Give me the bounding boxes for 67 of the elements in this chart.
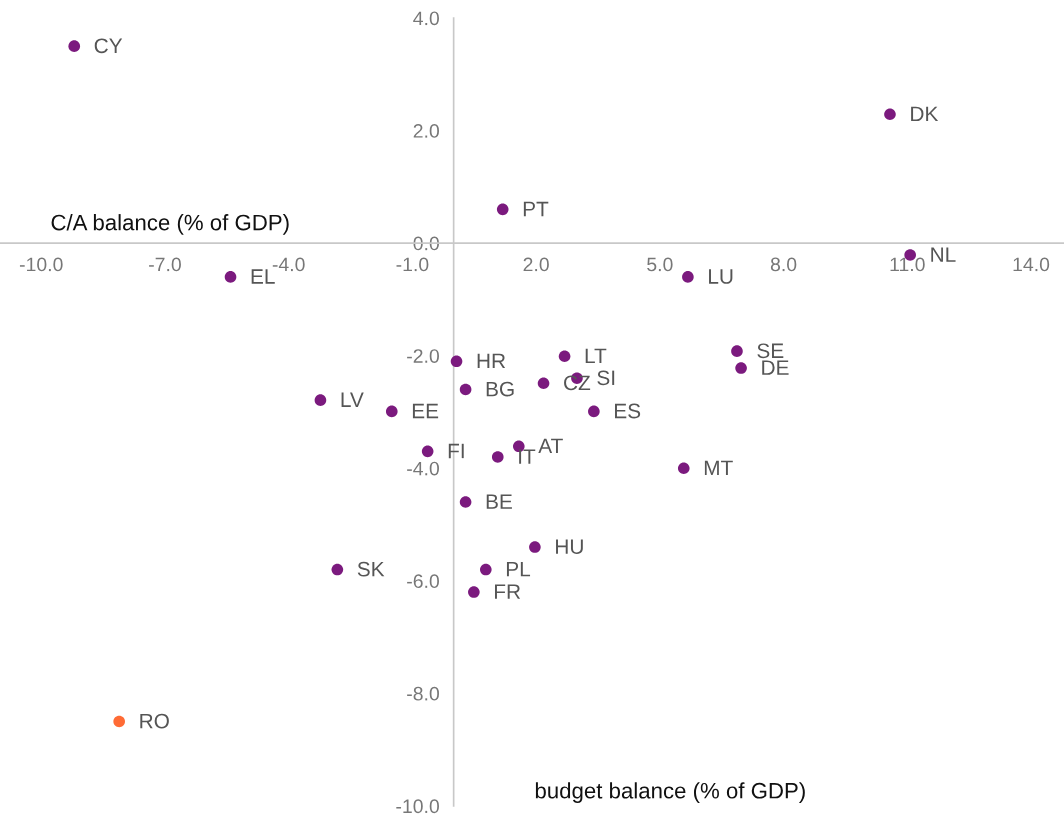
x-tick-label: 5.0 bbox=[647, 257, 673, 272]
x-tick-label: 11.0 bbox=[890, 257, 925, 272]
x-tick-label: -7.0 bbox=[149, 257, 181, 272]
annotation: PT bbox=[523, 201, 549, 217]
y-tick-label: -6.0 bbox=[407, 574, 439, 589]
annotation: SI bbox=[597, 370, 615, 386]
y-tick-label: -8.0 bbox=[407, 686, 439, 701]
point bbox=[459, 383, 472, 396]
point bbox=[537, 377, 550, 390]
x-tick-label: -1.0 bbox=[396, 257, 429, 272]
annotation: EE bbox=[412, 403, 439, 419]
point bbox=[421, 445, 434, 458]
y-tick-label: -10.0 bbox=[396, 799, 439, 814]
x-axis-title: budget balance (% of GDP) bbox=[535, 782, 805, 803]
point bbox=[682, 271, 694, 283]
point bbox=[68, 40, 81, 52]
x-tick-label: 14.0 bbox=[1013, 257, 1050, 272]
annotation: BG bbox=[486, 381, 514, 397]
point bbox=[731, 345, 743, 357]
point bbox=[468, 586, 480, 598]
point bbox=[459, 496, 472, 508]
y-tick-label: -4.0 bbox=[407, 461, 439, 476]
x-tick-label: 2.0 bbox=[523, 257, 549, 272]
annotation: RO bbox=[140, 713, 169, 729]
annotation: CY bbox=[94, 38, 123, 54]
y-axis-title: C/A balance (% of GDP) bbox=[51, 214, 289, 235]
point bbox=[450, 355, 463, 368]
point bbox=[588, 405, 600, 418]
annotation: SE bbox=[757, 343, 784, 359]
annotation: ES bbox=[615, 403, 641, 419]
annotation: LV bbox=[341, 392, 364, 407]
point bbox=[558, 350, 571, 363]
annotation: AT bbox=[538, 438, 563, 454]
annotation: MT bbox=[704, 460, 733, 476]
x-tick-label: -10.0 bbox=[19, 257, 63, 272]
x-tick-label: -4.0 bbox=[272, 257, 305, 272]
annotation: CZ bbox=[564, 375, 591, 391]
annotation: PL bbox=[506, 561, 531, 577]
point bbox=[735, 362, 747, 374]
point bbox=[491, 451, 504, 463]
annotation: NL bbox=[931, 247, 956, 262]
annotation: BE bbox=[486, 494, 512, 509]
annotation: EL bbox=[251, 269, 275, 284]
annotation: DK bbox=[911, 106, 939, 122]
annotation: FI bbox=[448, 443, 464, 459]
point bbox=[331, 563, 344, 576]
y-tick-label: 2.0 bbox=[413, 124, 439, 138]
annotation: IT bbox=[519, 449, 536, 464]
point bbox=[677, 462, 690, 475]
point bbox=[496, 203, 509, 216]
point bbox=[385, 405, 398, 418]
annotation: LU bbox=[709, 269, 733, 284]
annotation: LT bbox=[585, 348, 607, 364]
point bbox=[224, 271, 237, 283]
point bbox=[884, 108, 896, 121]
point bbox=[113, 715, 125, 728]
point bbox=[529, 541, 541, 553]
y-tick-label: 4.0 bbox=[413, 11, 439, 26]
annotation: HU bbox=[556, 539, 583, 554]
annotation: FR bbox=[495, 584, 521, 599]
annotation: HR bbox=[477, 353, 506, 369]
annotation: SK bbox=[357, 561, 385, 577]
x-tick-label: 8.0 bbox=[770, 257, 797, 272]
point bbox=[480, 563, 492, 576]
point bbox=[314, 394, 327, 406]
annotation: DE bbox=[762, 360, 789, 375]
y-tick-label: -2.0 bbox=[407, 349, 439, 363]
